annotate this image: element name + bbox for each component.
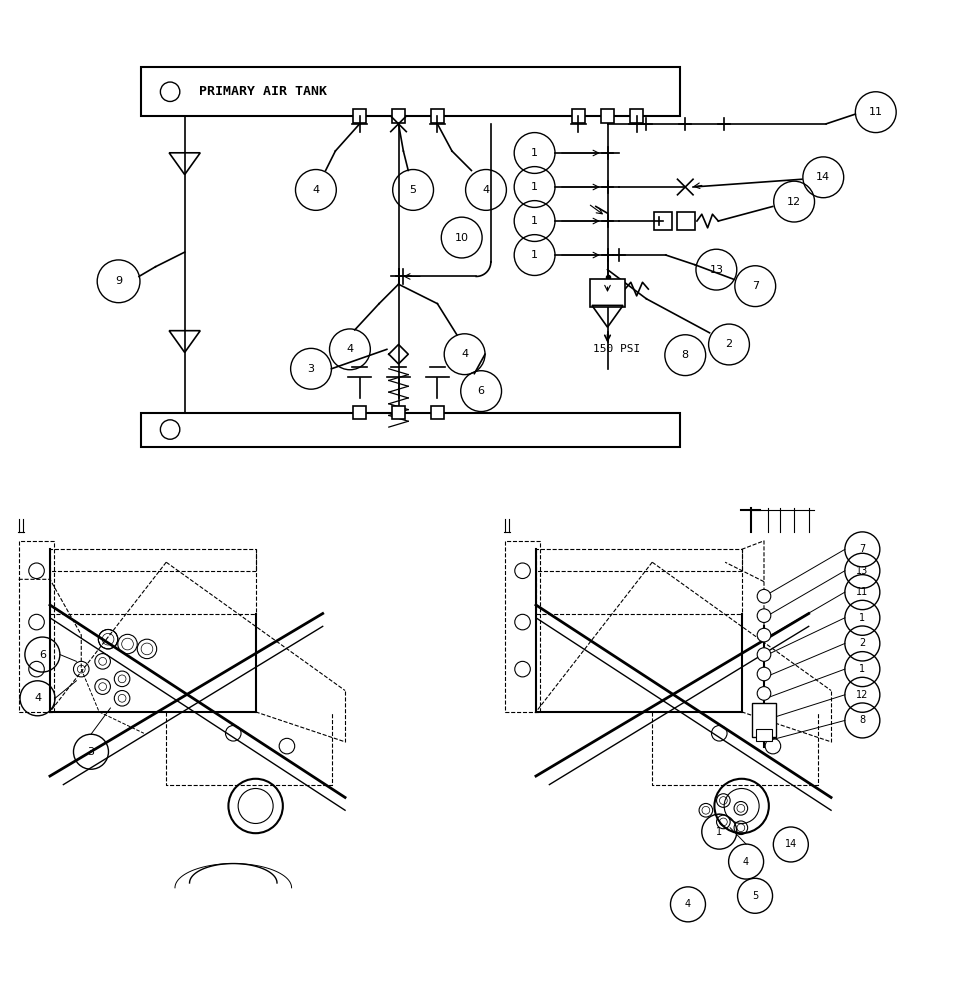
Bar	[392, 406, 405, 419]
Text: 4: 4	[312, 185, 320, 195]
Text: 2: 2	[859, 638, 865, 648]
Bar	[353, 406, 366, 419]
Text: 11: 11	[869, 107, 883, 117]
Text: 8: 8	[681, 350, 689, 360]
Bar	[572, 109, 585, 123]
Bar	[431, 109, 444, 123]
Text: 1: 1	[531, 148, 538, 158]
Text: 11: 11	[856, 587, 869, 597]
Text: PRIMARY AIR TANK: PRIMARY AIR TANK	[199, 85, 328, 98]
Text: 13: 13	[710, 265, 723, 275]
Circle shape	[757, 648, 771, 661]
Text: 6: 6	[477, 386, 485, 396]
Circle shape	[757, 628, 771, 642]
Bar	[630, 109, 643, 123]
Circle shape	[757, 609, 771, 622]
Text: 4: 4	[685, 899, 691, 909]
Text: 3: 3	[87, 747, 94, 757]
Text: 8: 8	[859, 715, 865, 725]
Text: 4: 4	[743, 857, 749, 867]
Text: 1: 1	[531, 250, 538, 260]
Text: 2: 2	[725, 339, 733, 349]
Bar	[654, 212, 672, 230]
Bar	[752, 703, 776, 737]
Bar	[353, 109, 366, 123]
Text: 12: 12	[856, 690, 869, 700]
Bar	[141, 413, 680, 447]
Bar	[601, 109, 614, 123]
Text: 150 PSI: 150 PSI	[593, 344, 641, 354]
Bar	[590, 279, 625, 307]
Text: 13: 13	[856, 566, 869, 576]
Circle shape	[757, 687, 771, 700]
Text: 4: 4	[461, 349, 469, 359]
Circle shape	[757, 667, 771, 681]
Text: 5: 5	[752, 891, 758, 901]
Text: 6: 6	[39, 650, 46, 660]
Text: 1: 1	[531, 216, 538, 226]
Text: 1: 1	[531, 182, 538, 192]
Bar	[141, 67, 680, 116]
Text: 7: 7	[751, 281, 759, 291]
Circle shape	[757, 589, 771, 603]
Text: 1: 1	[859, 613, 865, 623]
Text: 12: 12	[787, 197, 801, 207]
Bar	[756, 729, 772, 741]
Text: 1: 1	[716, 827, 722, 837]
Text: 14: 14	[784, 839, 797, 849]
Text: 7: 7	[859, 544, 865, 554]
Text: 4: 4	[346, 344, 354, 354]
Text: 3: 3	[307, 364, 315, 374]
Text: 5: 5	[409, 185, 417, 195]
Text: 4: 4	[34, 693, 41, 703]
Bar	[431, 406, 444, 419]
Text: 9: 9	[115, 276, 122, 286]
Text: 14: 14	[816, 172, 830, 182]
Text: 4: 4	[482, 185, 490, 195]
Bar	[677, 212, 695, 230]
Text: 1: 1	[859, 664, 865, 674]
Bar	[392, 109, 405, 123]
Text: 10: 10	[455, 233, 469, 243]
